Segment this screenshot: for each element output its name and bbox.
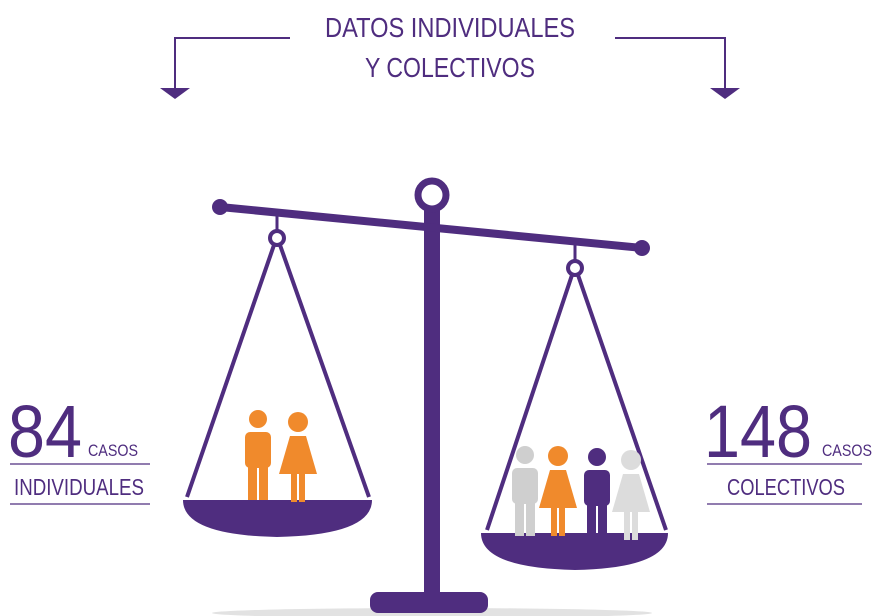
arrows (174, 37, 726, 88)
title-line: Y COLECTIVOS (365, 52, 535, 83)
beam (219, 203, 643, 252)
case-number: 148 (704, 390, 812, 473)
left-pan (185, 215, 371, 498)
arrow-head (160, 88, 190, 99)
base (370, 592, 488, 613)
case-label: COLECTIVOS (727, 474, 845, 500)
person (245, 410, 271, 500)
pivot (414, 177, 450, 213)
person (279, 412, 317, 502)
person (512, 446, 538, 536)
person (584, 448, 610, 538)
case-unit: CASOS (822, 441, 872, 460)
beam-end (634, 240, 650, 256)
case-label: INDIVIDUALES (14, 474, 144, 500)
case-unit: CASOS (88, 441, 138, 460)
pan (481, 533, 668, 570)
beam-end (212, 199, 228, 215)
person (539, 446, 577, 536)
post (424, 205, 440, 600)
title-line: DATOS INDIVIDUALES (325, 12, 575, 43)
case-number: 84 (8, 390, 82, 473)
arrow-head (710, 88, 740, 99)
pan (183, 500, 372, 537)
right-pan (485, 243, 668, 531)
